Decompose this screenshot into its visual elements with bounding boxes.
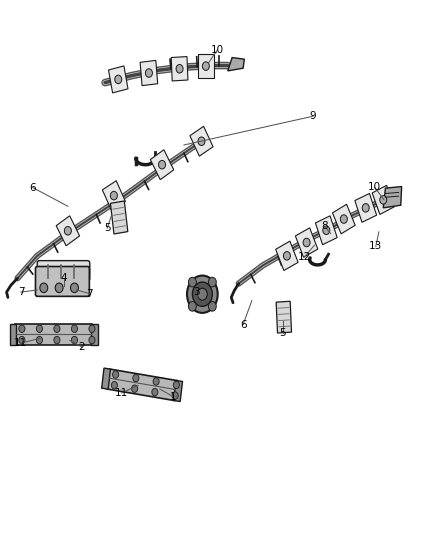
Circle shape <box>208 277 216 287</box>
Text: 1: 1 <box>170 392 177 401</box>
Polygon shape <box>355 193 377 222</box>
Circle shape <box>111 382 117 389</box>
Circle shape <box>188 302 196 311</box>
Circle shape <box>19 336 25 344</box>
Circle shape <box>192 282 212 306</box>
Polygon shape <box>383 187 402 208</box>
Circle shape <box>19 325 25 333</box>
Text: 3: 3 <box>193 287 200 296</box>
Circle shape <box>303 238 310 247</box>
Polygon shape <box>276 301 291 333</box>
Polygon shape <box>150 150 174 180</box>
Circle shape <box>380 196 387 204</box>
Text: 11: 11 <box>14 338 27 348</box>
Circle shape <box>172 392 178 399</box>
Circle shape <box>198 137 205 146</box>
Polygon shape <box>372 185 394 214</box>
FancyBboxPatch shape <box>37 261 90 281</box>
Circle shape <box>176 64 183 73</box>
Circle shape <box>198 288 207 300</box>
Text: 10: 10 <box>211 45 224 55</box>
Polygon shape <box>102 368 110 389</box>
Circle shape <box>188 277 196 287</box>
Text: 4: 4 <box>60 273 67 283</box>
Circle shape <box>208 302 216 311</box>
Circle shape <box>202 62 209 70</box>
Text: 10: 10 <box>368 182 381 192</box>
Polygon shape <box>102 181 125 211</box>
Circle shape <box>131 385 138 392</box>
Circle shape <box>71 325 78 333</box>
Circle shape <box>340 215 347 223</box>
Circle shape <box>71 283 78 293</box>
Circle shape <box>36 336 42 344</box>
Text: 7: 7 <box>86 289 93 298</box>
Circle shape <box>283 252 290 260</box>
Polygon shape <box>10 324 16 345</box>
Polygon shape <box>15 324 92 345</box>
Polygon shape <box>110 201 128 234</box>
Circle shape <box>55 283 63 293</box>
Circle shape <box>89 336 95 344</box>
Circle shape <box>89 325 95 333</box>
Polygon shape <box>140 60 158 86</box>
Text: 5: 5 <box>104 223 111 233</box>
Text: 2: 2 <box>78 342 85 352</box>
Circle shape <box>54 325 60 333</box>
Circle shape <box>159 160 166 169</box>
Circle shape <box>110 191 117 200</box>
Polygon shape <box>190 126 213 156</box>
Text: 7: 7 <box>18 287 25 297</box>
Circle shape <box>187 276 218 313</box>
Circle shape <box>113 371 119 378</box>
Polygon shape <box>107 369 177 401</box>
Polygon shape <box>332 204 355 234</box>
Circle shape <box>323 226 330 235</box>
Circle shape <box>71 336 78 344</box>
Circle shape <box>115 75 122 84</box>
Text: 9: 9 <box>310 111 317 121</box>
Text: 5: 5 <box>279 328 286 337</box>
Text: 12: 12 <box>298 252 311 262</box>
Polygon shape <box>276 241 298 271</box>
Polygon shape <box>171 56 188 81</box>
Text: 11: 11 <box>115 388 128 398</box>
Circle shape <box>153 378 159 385</box>
Circle shape <box>173 381 180 389</box>
Polygon shape <box>56 216 80 246</box>
FancyBboxPatch shape <box>35 266 89 296</box>
Circle shape <box>64 227 71 235</box>
Circle shape <box>40 283 48 293</box>
Circle shape <box>36 325 42 333</box>
Circle shape <box>54 336 60 344</box>
Polygon shape <box>198 54 214 78</box>
Polygon shape <box>315 216 337 245</box>
Polygon shape <box>109 66 128 93</box>
Circle shape <box>145 69 152 77</box>
Circle shape <box>133 374 139 382</box>
Polygon shape <box>295 228 318 257</box>
Polygon shape <box>91 324 98 345</box>
Text: 6: 6 <box>29 183 36 192</box>
Text: 6: 6 <box>240 320 247 329</box>
Polygon shape <box>228 58 244 71</box>
Circle shape <box>362 204 369 212</box>
Text: 13: 13 <box>369 241 382 251</box>
Text: 8: 8 <box>321 221 328 231</box>
Polygon shape <box>174 381 183 401</box>
Circle shape <box>152 389 158 396</box>
